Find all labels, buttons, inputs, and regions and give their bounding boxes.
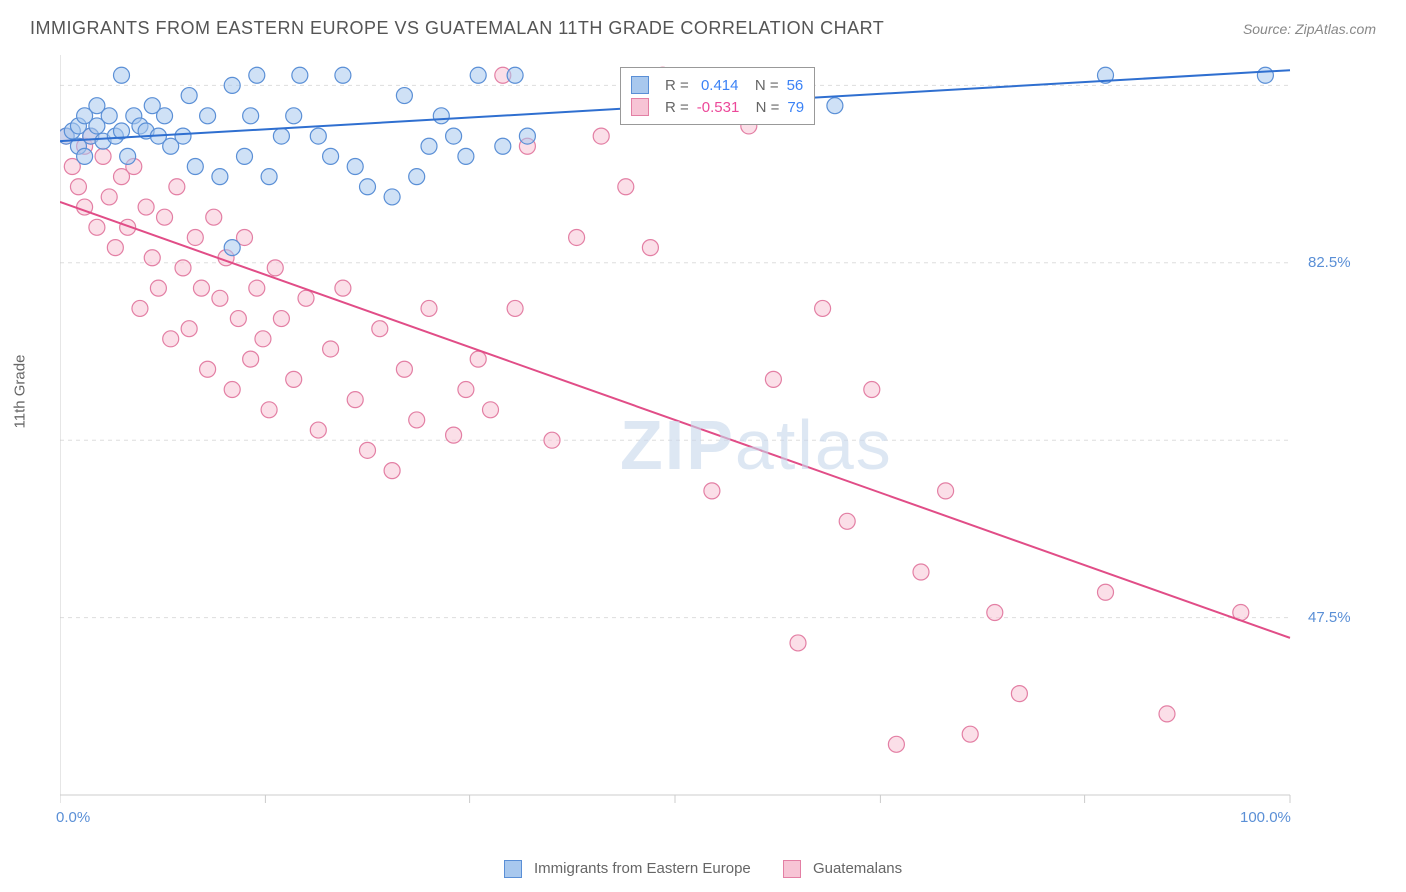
legend-item-blue: Immigrants from Eastern Europe [504, 860, 751, 878]
legend-item-pink: Guatemalans [783, 860, 902, 878]
swatch-pink-icon [631, 98, 649, 116]
x-tick-label: 0.0% [56, 809, 90, 826]
r-label: R = [665, 77, 693, 94]
swatch-blue-icon [504, 860, 522, 878]
y-tick-label: 47.5% [1308, 609, 1351, 626]
n-label: N = [746, 77, 778, 94]
legend-label-blue: Immigrants from Eastern Europe [534, 860, 751, 877]
x-tick-label: 100.0% [1240, 809, 1291, 826]
scatter-plot [60, 55, 1350, 825]
swatch-blue-icon [631, 76, 649, 94]
chart-area: R = 0.414 N = 56 R = -0.531 N = 79 ZIPat… [60, 55, 1350, 825]
bottom-legend: Immigrants from Eastern Europe Guatemala… [0, 860, 1406, 878]
r-value-blue: 0.414 [701, 77, 739, 94]
y-tick-label: 82.5% [1308, 254, 1351, 271]
chart-title: IMMIGRANTS FROM EASTERN EUROPE VS GUATEM… [30, 18, 884, 39]
legend-row-blue: R = 0.414 N = 56 [631, 74, 804, 96]
r-value-pink: -0.531 [697, 99, 740, 116]
swatch-pink-icon [783, 860, 801, 878]
header: IMMIGRANTS FROM EASTERN EUROPE VS GUATEM… [0, 0, 1406, 49]
correlation-legend-box: R = 0.414 N = 56 R = -0.531 N = 79 [620, 67, 815, 125]
legend-row-pink: R = -0.531 N = 79 [631, 96, 804, 118]
y-axis-label: 11th Grade [12, 355, 29, 429]
n-label: N = [747, 99, 779, 116]
n-value-pink: 79 [787, 99, 804, 116]
r-label: R = [665, 99, 689, 116]
source-attribution: Source: ZipAtlas.com [1243, 21, 1376, 37]
legend-label-pink: Guatemalans [813, 860, 902, 877]
n-value-blue: 56 [787, 77, 804, 94]
